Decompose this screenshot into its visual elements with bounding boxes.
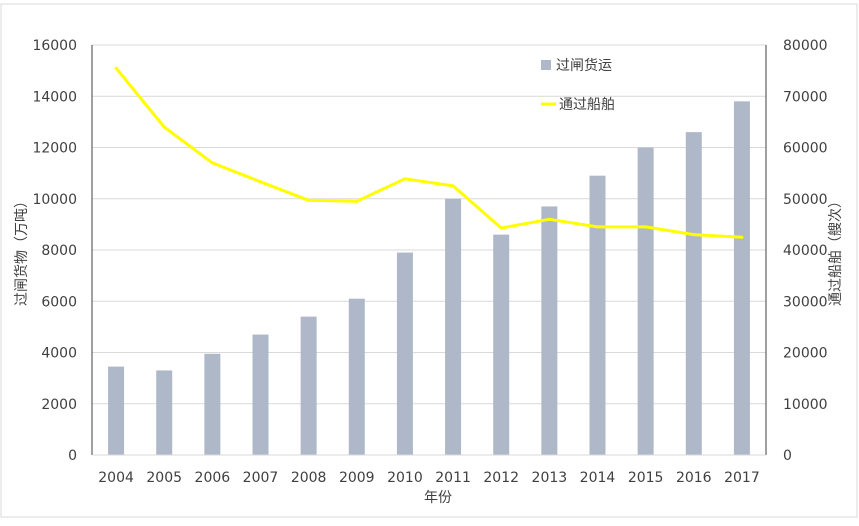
x-axis-title: 年份 <box>424 490 452 506</box>
legend-label-bar: 过闸货运 <box>556 57 612 74</box>
y-tick-label: 10000 <box>32 192 77 208</box>
x-tick-label: 2011 <box>435 470 471 486</box>
bar <box>396 252 413 455</box>
bar-series <box>108 101 750 455</box>
y-tick-label: 0 <box>68 448 77 464</box>
bar <box>156 370 173 455</box>
y2-tick-label: 0 <box>783 448 792 464</box>
line-point <box>740 235 744 239</box>
bar <box>541 206 558 455</box>
gridlines <box>92 44 766 405</box>
line-point <box>692 233 696 237</box>
y-tick-label: 2000 <box>41 397 77 413</box>
line-point <box>114 66 118 70</box>
bar <box>252 334 269 455</box>
x-tick-label: 2015 <box>628 470 664 486</box>
bar <box>108 366 125 455</box>
chart-border <box>0 3 858 518</box>
bar <box>348 298 365 455</box>
line-point <box>451 184 455 188</box>
legend-label-line: 通过船舶 <box>559 97 615 113</box>
y-tick-label: 12000 <box>32 141 77 157</box>
bar <box>589 175 606 455</box>
axes <box>91 45 767 456</box>
y2-tick-label: 40000 <box>783 243 828 259</box>
line-point <box>596 225 599 229</box>
line-point <box>644 225 648 229</box>
bar <box>204 353 221 455</box>
y2-tick-label: 60000 <box>783 141 828 157</box>
line-point <box>162 125 166 129</box>
y-tick-label: 4000 <box>41 346 77 362</box>
x-tick-label: 2009 <box>339 470 375 486</box>
bar <box>685 132 702 455</box>
y2-tick-label: 50000 <box>783 192 828 208</box>
x-tick-label: 2006 <box>195 470 231 486</box>
x-tick-label: 2007 <box>243 470 279 486</box>
x-tick-label: 2010 <box>387 470 423 486</box>
y-tick-label: 16000 <box>32 38 77 54</box>
line-point <box>499 226 503 230</box>
tick-labels: 0 2000 4000 6000 8000 10000 12000 14000 16000 0 10… <box>32 38 827 486</box>
x-tick-label: 2017 <box>724 470 760 486</box>
x-tick-label: 2013 <box>532 470 568 486</box>
x-tick-label: 2014 <box>580 470 616 486</box>
y-tick-label: 14000 <box>32 89 77 105</box>
y-tick-label: 6000 <box>41 294 77 310</box>
bar <box>733 101 750 455</box>
x-tick-label: 2016 <box>676 470 712 486</box>
line-point <box>403 177 407 181</box>
x-tick-label: 2005 <box>146 470 182 486</box>
y2-tick-label: 10000 <box>783 397 828 413</box>
legend: 过闸货运 通过船舶 <box>541 57 615 113</box>
bar <box>300 316 317 455</box>
line-series <box>114 66 744 239</box>
y-axis-title: 过闸货物（万吨） <box>13 194 30 306</box>
line-point <box>307 198 311 202</box>
legend-swatch-bar <box>541 60 551 70</box>
y2-tick-label: 20000 <box>783 346 828 362</box>
y2-axis-title: 通过船舶（艘次） <box>828 194 844 306</box>
bar <box>637 147 654 455</box>
y2-tick-label: 80000 <box>783 38 828 54</box>
y-tick-label: 8000 <box>41 243 77 259</box>
line-point <box>547 217 551 221</box>
bar <box>445 198 462 455</box>
x-tick-label: 2004 <box>98 470 134 486</box>
x-tick-label: 2012 <box>483 470 519 486</box>
bar <box>493 234 510 455</box>
y2-tick-label: 30000 <box>783 294 828 310</box>
series-line <box>114 67 742 239</box>
line-point <box>210 161 214 165</box>
line-point <box>355 199 359 203</box>
y2-tick-label: 70000 <box>783 89 828 105</box>
x-tick-label: 2008 <box>291 470 327 486</box>
line-point <box>259 180 262 184</box>
